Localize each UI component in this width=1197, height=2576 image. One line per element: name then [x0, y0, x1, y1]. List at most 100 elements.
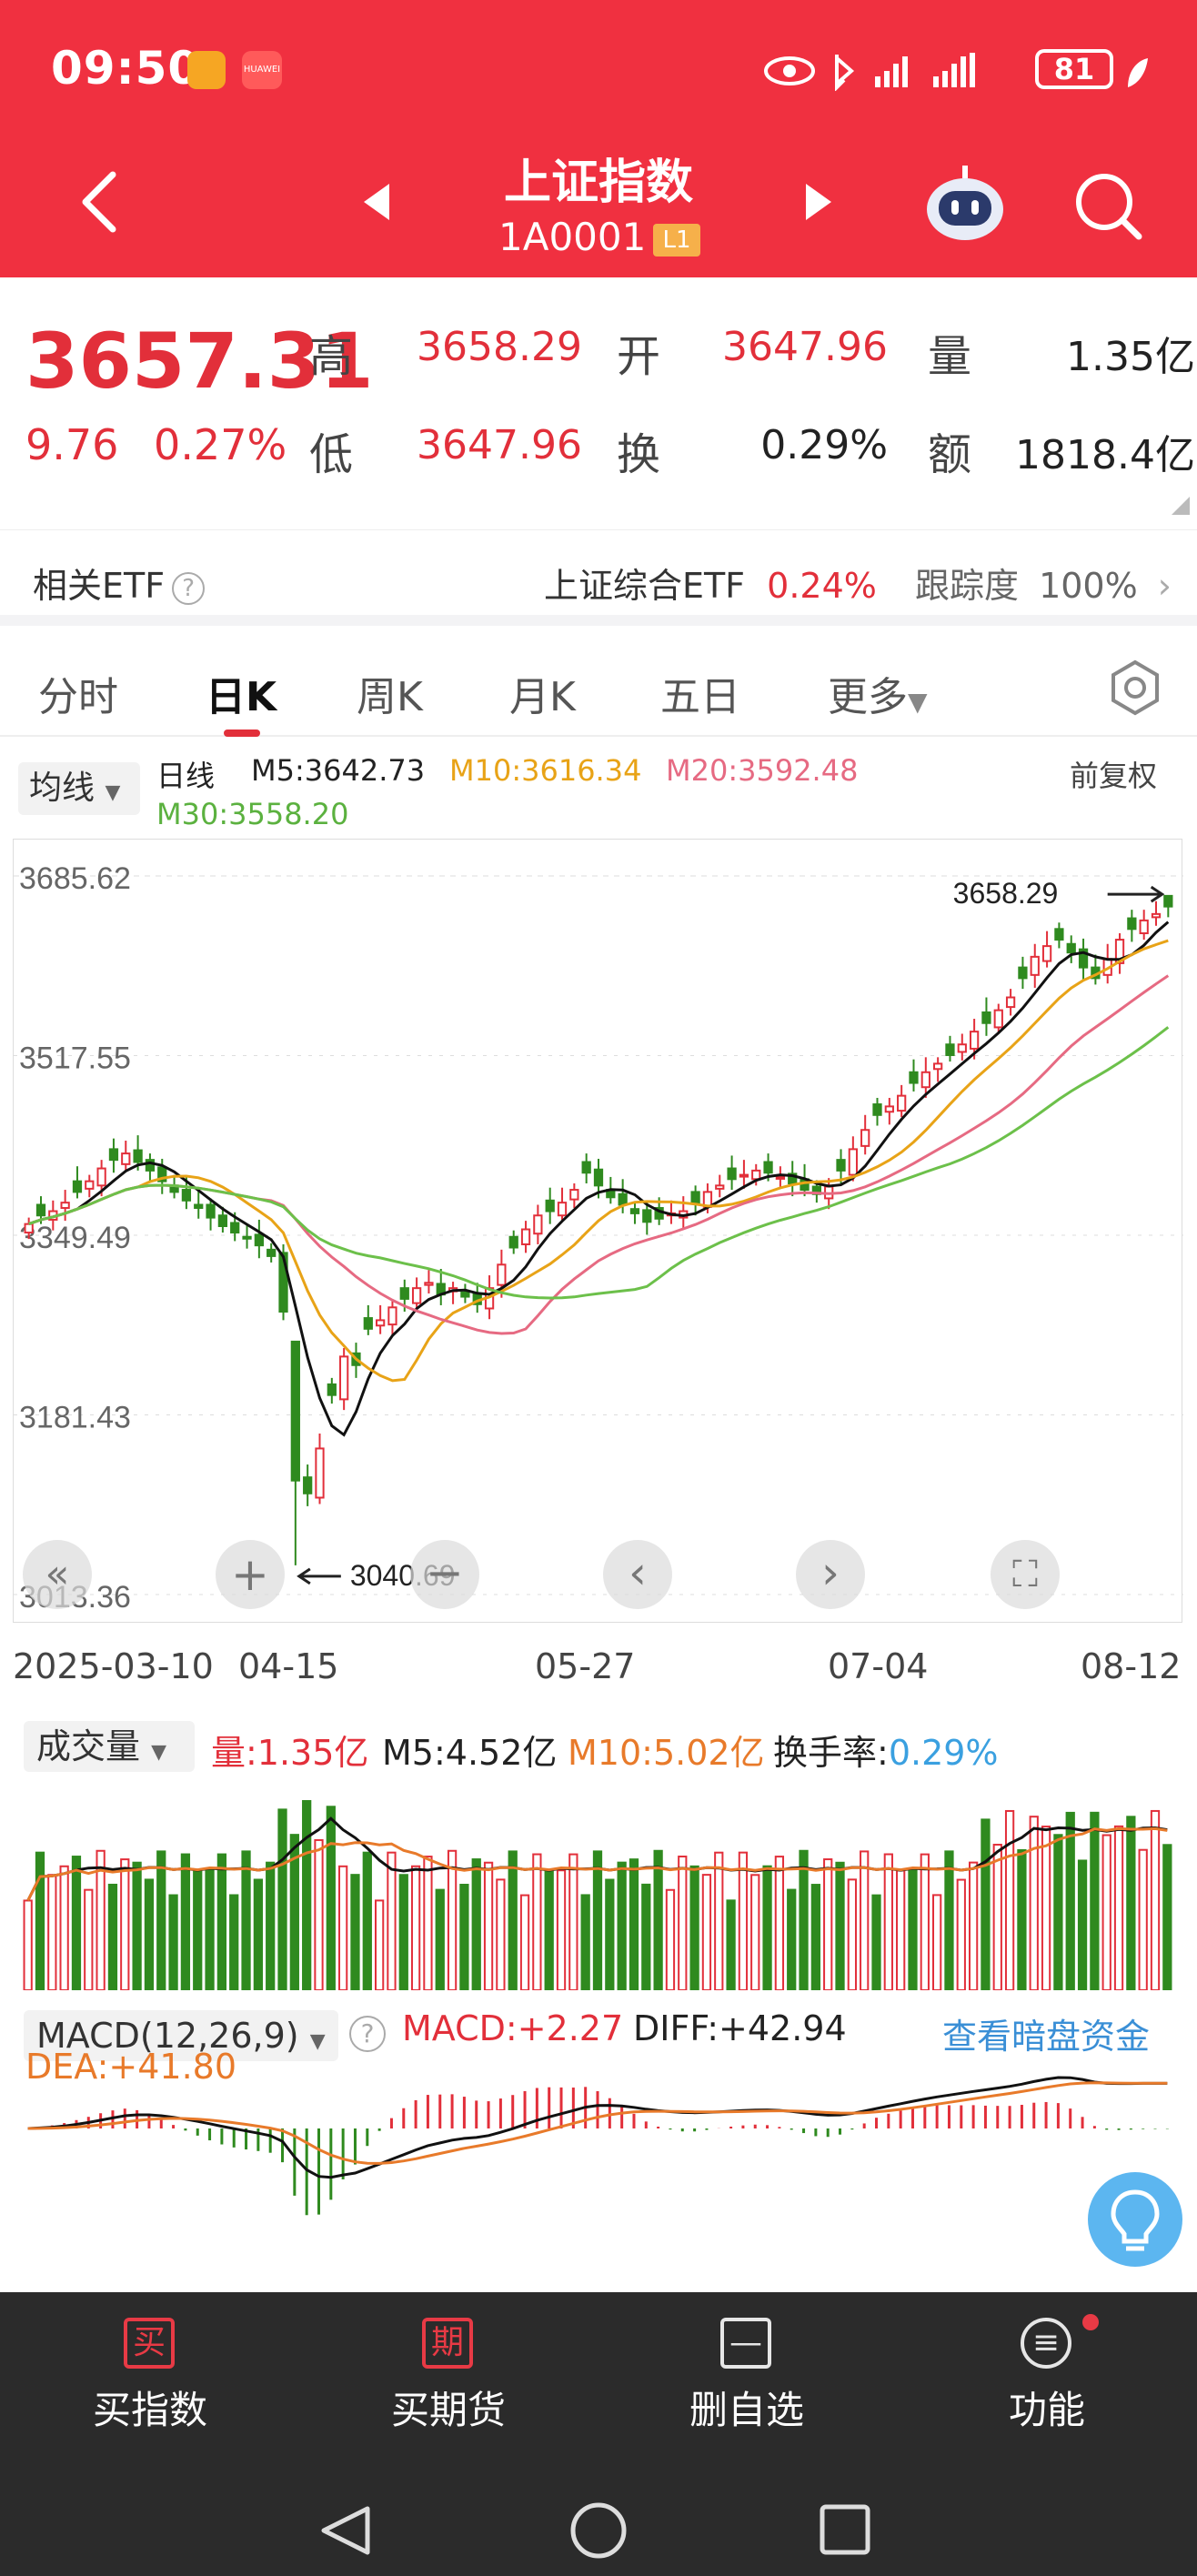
tab-monthly-k[interactable]: 月K — [509, 674, 576, 720]
low-label: 低 — [309, 429, 354, 480]
adjust-mode[interactable]: 前复权 — [1070, 759, 1158, 793]
buy-index-button[interactable]: 买 买指数 — [0, 2292, 300, 2447]
high-value: 3658.29 — [417, 324, 582, 370]
status-icons: 81 — [764, 44, 1155, 98]
tips-bulb-button[interactable] — [1088, 2172, 1182, 2267]
macd-selector[interactable]: MACD(12,26,9) ▼ — [24, 2010, 338, 2061]
candle-body — [230, 1222, 240, 1234]
volume-bar — [883, 1853, 893, 1991]
volume-bar — [84, 1888, 94, 1991]
volume-bar — [253, 1878, 263, 1991]
candle-body — [715, 1184, 725, 1190]
volume-bar — [847, 1878, 857, 1991]
volume-bar — [810, 1884, 821, 1991]
volume-bar — [435, 1888, 445, 1991]
volume-chart[interactable] — [13, 1783, 1182, 1992]
volume-bar — [726, 1899, 736, 1992]
candle-body — [1127, 917, 1137, 931]
buy-futures-button[interactable]: 期 买期货 — [298, 2292, 598, 2447]
nav-recents-icon[interactable] — [820, 2504, 870, 2555]
amount-label: 额 — [928, 429, 972, 480]
candle-body — [121, 1152, 131, 1165]
volume-bar — [350, 1874, 360, 1991]
candlestick-chart[interactable]: 3685.623517.553349.493181.433013.363658.… — [13, 839, 1183, 1623]
volume-bar — [544, 1869, 554, 1991]
active-tab-indicator — [224, 730, 260, 737]
ma20-line — [28, 974, 1170, 1335]
tab-daily-k[interactable]: 日K — [206, 674, 277, 720]
candle-body — [1054, 928, 1064, 941]
ma10-line — [28, 939, 1169, 1383]
volume-bar — [47, 1874, 57, 1991]
volume-bar — [701, 1874, 712, 1991]
volume-bar — [338, 1865, 348, 1992]
track-label: 跟踪度 — [914, 566, 1019, 606]
related-etf-row[interactable]: 相关ETF? 上证综合ETF 0.24% 跟踪度 100% › — [0, 529, 1197, 626]
volume-selector[interactable]: 成交量 ▼ — [24, 1721, 195, 1772]
volume-bar — [23, 1899, 33, 1991]
tab-more[interactable]: 更多▼ — [828, 664, 928, 722]
etf-info[interactable]: 上证综合ETF 0.24% 跟踪度 100% › — [544, 558, 1172, 608]
header-bar: 09:50 HUAWEI 81 上证指数 1A0001 L1 — [0, 0, 1197, 277]
tab-five-day[interactable]: 五日 — [660, 674, 740, 720]
tab-weekly-k[interactable]: 周K — [357, 674, 423, 720]
volume-bar — [519, 1894, 530, 1991]
volume-bar — [35, 1851, 45, 1991]
volume-bar — [823, 1858, 833, 1991]
volume-bar — [653, 1849, 663, 1991]
candle-body — [339, 1355, 349, 1401]
volume-bar — [617, 1861, 627, 1991]
rewind-button[interactable]: « — [23, 1540, 92, 1609]
huawei-notification-icon: HUAWEI — [242, 51, 282, 89]
macd-help-icon[interactable]: ? — [349, 2016, 386, 2052]
volume-ma10-line — [26, 1826, 1168, 1902]
functions-button[interactable]: ≡ 功能 — [897, 2292, 1197, 2447]
search-icon[interactable] — [1071, 169, 1144, 242]
volume-bar — [193, 1869, 203, 1991]
volume-bar — [314, 1838, 324, 1991]
volume-bar — [860, 1850, 870, 1991]
volume-bar — [1138, 1848, 1148, 1992]
tab-intraday[interactable]: 分时 — [38, 674, 118, 720]
date-label-2: 04-15 — [238, 1646, 339, 1686]
scroll-left-button[interactable]: ‹ — [603, 1540, 672, 1609]
zoom-out-button[interactable]: − — [410, 1540, 479, 1609]
remove-watchlist-button[interactable]: — 删自选 — [597, 2292, 897, 2447]
volume-bar — [641, 1883, 651, 1991]
volume-bar — [229, 1894, 239, 1991]
nav-home-icon[interactable] — [570, 2502, 627, 2559]
candle-body — [775, 1175, 786, 1180]
help-icon[interactable]: ? — [172, 571, 206, 605]
candle-body — [1041, 945, 1052, 962]
ma-selector[interactable]: 均线 ▼ — [18, 762, 140, 815]
macd-chart[interactable] — [13, 2065, 1182, 2265]
fullscreen-button[interactable]: ⛶ — [991, 1540, 1060, 1609]
volume-bar — [605, 1878, 615, 1991]
settings-icon[interactable] — [1106, 659, 1164, 717]
nav-back-icon[interactable] — [321, 2506, 370, 2555]
candle-body — [363, 1317, 373, 1330]
scroll-right-button[interactable]: › — [796, 1540, 865, 1609]
leaf-icon — [1128, 58, 1148, 87]
back-arrow-icon[interactable] — [73, 169, 127, 233]
system-nav-bar — [321, 2502, 870, 2559]
status-time: 09:50 — [51, 42, 201, 95]
page-title: 上证指数 — [503, 156, 693, 210]
expand-corner-icon[interactable] — [1172, 497, 1190, 515]
etf-name: 上证综合ETF — [543, 566, 746, 606]
candle-body — [387, 1306, 397, 1326]
next-stock-icon[interactable] — [802, 180, 835, 224]
candle-body — [739, 1173, 749, 1178]
volume-bar — [180, 1853, 191, 1991]
candle-body — [920, 1071, 930, 1089]
candle-body — [836, 1159, 846, 1172]
prev-stock-icon[interactable] — [360, 180, 393, 224]
zoom-in-button[interactable]: + — [216, 1540, 285, 1609]
volume-bar — [1126, 1816, 1136, 1992]
dark-pool-link[interactable]: 查看暗盘资金 — [942, 2017, 1151, 2057]
open-label: 开 — [617, 331, 661, 382]
functions-icon: ≡ — [1021, 2318, 1071, 2369]
amount-value: 1818.4亿 — [1015, 432, 1195, 478]
robot-assistant-icon[interactable] — [920, 164, 1011, 246]
candle-body — [72, 1180, 83, 1193]
